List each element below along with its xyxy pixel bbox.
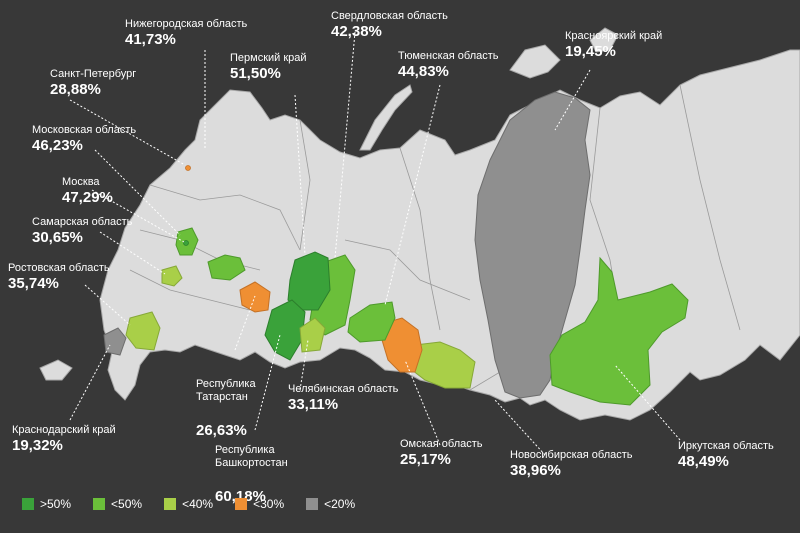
- label-chelyabinsk: Челябинская область 33,11%: [288, 383, 398, 413]
- legend-item: <50%: [93, 497, 142, 511]
- label-name: Санкт-Петербург: [50, 68, 137, 80]
- label-name: Республика Башкортостан: [215, 444, 288, 470]
- region-spb: [185, 165, 191, 171]
- label-name: Пермский край: [230, 52, 307, 64]
- label-moscow-obl: Московская область 46,23%: [32, 124, 136, 154]
- legend-label: <30%: [253, 497, 285, 511]
- legend-swatch: [164, 498, 177, 510]
- legend: >50% <50% <40% <30% <20%: [22, 497, 355, 511]
- label-spb: Санкт-Петербург 28,88%: [50, 68, 136, 98]
- region-krasnodar: [103, 327, 127, 356]
- label-bashkortostan: Республика Башкортостан 60,18%: [215, 426, 288, 524]
- label-name: Иркутская область: [678, 440, 774, 452]
- label-perm: Пермский край 51,50%: [230, 52, 307, 82]
- label-name: Новосибирская область: [510, 449, 633, 461]
- region-chelyabinsk: [299, 317, 326, 353]
- legend-swatch: [93, 498, 106, 510]
- label-krasnoyarsk: Красноярский край 19,45%: [565, 30, 662, 60]
- region-omsk: [381, 317, 423, 373]
- label-tatarstan: Республика Татарстан 26,63%: [196, 360, 256, 458]
- label-novosibirsk: Новосибирская область 38,96%: [510, 449, 633, 479]
- region-rostov: [125, 311, 161, 351]
- legend-swatch: [306, 498, 319, 510]
- legend-label: <40%: [182, 497, 214, 511]
- label-value: 28,88%: [50, 80, 101, 98]
- label-value: 26,63%: [196, 422, 247, 440]
- region-nizhny: [207, 254, 246, 281]
- label-value: 33,11%: [288, 395, 339, 413]
- legend-label: >50%: [40, 497, 72, 511]
- crimea: [39, 359, 73, 381]
- leader-lines: [69, 31, 681, 456]
- legend-item: >50%: [22, 497, 71, 511]
- label-value: 51,50%: [230, 64, 281, 82]
- island-novaya-zemlya: [359, 84, 413, 151]
- label-name: Тюменская область: [398, 50, 499, 62]
- label-value: 46,23%: [32, 136, 83, 154]
- label-name: Челябинская область: [288, 383, 399, 395]
- label-value: 48,49%: [678, 452, 729, 470]
- region-bashkortostan: [264, 299, 306, 361]
- legend-item: <30%: [235, 497, 284, 511]
- label-samara: Самарская область 30,65%: [32, 216, 132, 246]
- label-moscow: Москва 47,29%: [62, 176, 113, 206]
- label-value: 30,65%: [32, 228, 83, 246]
- label-nizhny: Нижегородская область 41,73%: [125, 18, 247, 48]
- label-name: Свердловская область: [331, 10, 448, 22]
- legend-swatch: [235, 498, 248, 510]
- label-irkutsk: Иркутская область 48,49%: [678, 440, 774, 470]
- label-name: Краснодарский край: [12, 424, 116, 436]
- region-samara: [161, 265, 183, 287]
- region-perm: [287, 251, 331, 311]
- label-omsk: Омская область 25,17%: [400, 438, 483, 468]
- label-value: 19,45%: [565, 42, 616, 60]
- region-novosibirsk: [411, 341, 476, 389]
- label-name: Республика Татарстан: [196, 378, 256, 404]
- island-taymyr: [509, 44, 561, 79]
- label-value: 44,83%: [398, 62, 449, 80]
- label-value: 25,17%: [400, 450, 451, 468]
- region-tyumen: [347, 301, 396, 343]
- label-name: Нижегородская область: [125, 18, 248, 30]
- label-name: Московская область: [32, 124, 137, 136]
- label-value: 60,18%: [215, 488, 266, 506]
- region-irkutsk: [549, 256, 689, 406]
- label-value: 35,74%: [8, 274, 59, 292]
- legend-item: <20%: [306, 497, 355, 511]
- label-value: 19,32%: [12, 436, 63, 454]
- label-value: 42,38%: [331, 22, 382, 40]
- legend-label: <20%: [324, 497, 356, 511]
- label-krasnodar: Краснодарский край 19,32%: [12, 424, 116, 454]
- label-name: Ростовская область: [8, 262, 110, 274]
- label-value: 38,96%: [510, 461, 561, 479]
- island-severnaya: [589, 27, 619, 53]
- label-value: 47,29%: [62, 188, 113, 206]
- label-name: Омская область: [400, 438, 483, 450]
- legend-item: <40%: [164, 497, 213, 511]
- label-rostov: Ростовская область 35,74%: [8, 262, 110, 292]
- label-name: Красноярский край: [565, 30, 663, 42]
- label-value: 41,73%: [125, 30, 176, 48]
- label-tyumen: Тюменская область 44,83%: [398, 50, 499, 80]
- label-name: Москва: [62, 176, 100, 188]
- label-name: Самарская область: [32, 216, 133, 228]
- legend-label: <50%: [111, 497, 143, 511]
- legend-swatch: [22, 498, 34, 510]
- region-moscow: [183, 240, 189, 246]
- label-sverdlovsk: Свердловская область 42,38%: [331, 10, 448, 40]
